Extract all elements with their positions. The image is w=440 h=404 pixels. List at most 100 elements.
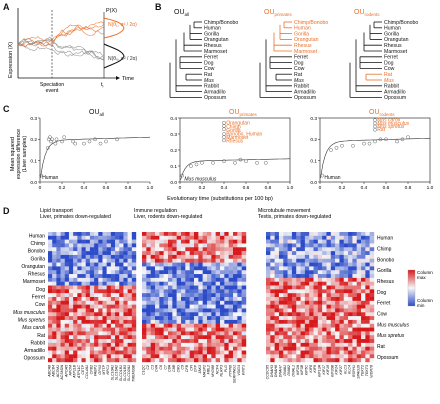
d-heatmap-cell [189,308,195,313]
d-heatmap-cell [365,350,370,355]
d-heatmap-cell [330,319,336,324]
d-heatmap-cell [283,312,288,317]
d-heatmap-cell [176,289,182,294]
d-heatmap-cell [64,251,70,256]
d-heatmap-cell [309,327,314,332]
d-heatmap-cell [296,235,301,240]
d-heatmap-cell [233,316,238,321]
d-heatmap-cell [189,235,195,240]
b-taxon-label: Dog [294,60,304,66]
d-heatmap-cell [142,274,147,279]
d-heatmap-cell [56,285,61,290]
d-heatmap-cell [278,247,284,252]
d-heatmap-cell [168,327,173,332]
d-heatmap-cell [228,293,234,298]
d-heatmap-cell [185,350,190,355]
d-heatmap-cell [98,297,103,302]
d-heatmap-cell [228,335,234,340]
d-heatmap-cell [287,319,293,324]
d-heatmap-cell [168,300,173,305]
d-heatmap-cell [313,277,319,282]
c-xlabel: Evolutionary time (substitutions per 100… [167,196,273,202]
d-heatmap-cell [296,350,301,355]
c-ytick-label: 0.0 [310,180,317,186]
c-xtick-label: 0.2 [59,185,66,191]
d-heatmap-cell [211,266,216,271]
b-taxon-label: Armadillo [294,89,316,95]
d-heatmap-cell [335,346,340,351]
d-heatmap-cell [189,354,195,359]
d-heatmap-cell [283,254,288,259]
d-heatmap-cell [142,289,147,294]
d-heatmap-cell [241,297,247,302]
d-heatmap-cell [185,281,190,286]
d-heatmap-cell [52,232,57,237]
d-heatmap-cell [287,293,293,298]
d-heatmap-cell [348,358,353,363]
d-heatmap-cell [94,293,99,298]
d-heatmap-cell [317,266,323,271]
d-heatmap-cell [56,277,61,282]
d-heatmap-cell [270,331,275,336]
d-heatmap-cell [181,235,186,240]
d-heatmap-cell [287,251,293,256]
d-heatmap-cell [207,316,212,321]
d-heatmap-cell [119,285,124,290]
d-heatmap-cell [155,262,160,267]
d-heatmap-cell [352,235,357,240]
d-heatmap-cell [266,319,271,324]
d-heatmap-cell [150,316,156,321]
d-heatmap-cell [142,312,147,317]
d-heatmap-cell [274,323,280,328]
d-heatmap-cell [270,274,275,279]
d-heatmap-cell [304,281,310,286]
d-heatmap-cell [181,308,186,313]
b-taxon-label: Opossum [384,95,406,101]
d-heatmap-cell [73,327,78,332]
c-point [50,137,54,142]
d-heatmap-cell [330,358,336,363]
d-heatmap-cell [233,254,238,259]
d-heatmap-cell [335,358,340,363]
d-heatmap-cell [56,327,61,332]
d-heatmap-cell [185,308,190,313]
d-heatmap-cell [115,285,120,290]
d-heatmap-cell [115,293,120,298]
d-heatmap-cell [365,354,370,359]
b-taxon-label: Dog [204,60,214,66]
d-heatmap-cell [296,243,301,248]
d-heatmap-cell [266,304,271,309]
d-heatmap-cell [155,293,160,298]
d-heatmap-cell [163,331,169,336]
d-heatmap-cell [291,277,297,282]
d-heatmap-cell [215,266,221,271]
d-heatmap-cell [52,346,57,351]
c-point [194,162,199,167]
d-heatmap-cell [48,232,53,237]
d-heatmap-cell [211,281,216,286]
d-heatmap-cell [159,308,164,313]
d-heatmap-cell [159,274,164,279]
d-heatmap-cell [123,354,128,359]
d-heatmap-cell [348,308,353,313]
d-heatmap-cell [291,346,297,351]
d-heatmap-cell [185,335,190,340]
d-heatmap-cell [142,281,147,286]
d-heatmap-cell [291,262,297,267]
d-heatmap-cell [317,232,323,237]
d-heatmap-cell [110,274,116,279]
d-heatmap-cell [146,335,151,340]
d-heatmap-cell [198,258,203,263]
d-heatmap-cell [123,247,128,252]
d-heatmap-cell [228,289,234,294]
d-heatmap-cell [85,254,91,259]
d-heatmap-cell [159,323,164,328]
d-heatmap-cell [155,254,160,259]
d-heatmap-cell [348,243,353,248]
d-heatmap-cell [106,266,112,271]
d-heatmap-cell [270,247,275,252]
d-heatmap-cell [207,297,212,302]
d-heatmap-cell [215,350,221,355]
d-heatmap-cell [237,232,242,237]
d-heatmap-cell [48,258,53,263]
